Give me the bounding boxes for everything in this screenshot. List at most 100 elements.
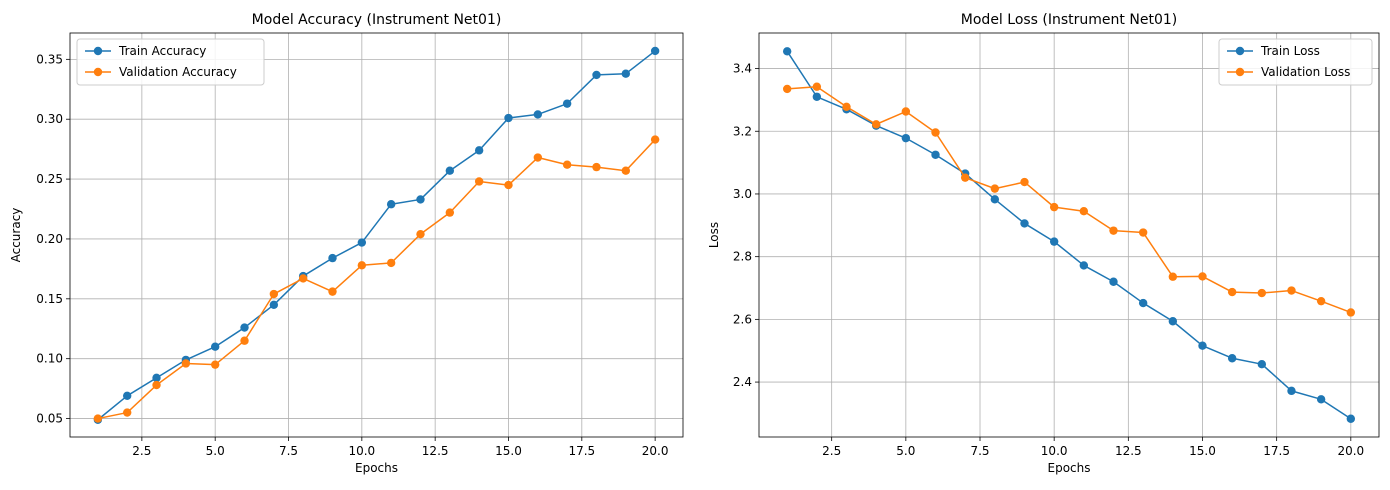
data-point bbox=[122, 408, 132, 417]
data-point bbox=[328, 287, 337, 296]
data-point bbox=[1049, 202, 1059, 212]
data-point bbox=[210, 342, 220, 351]
y-tick-label: 0.15 bbox=[36, 292, 63, 306]
data-point bbox=[812, 92, 822, 101]
data-point bbox=[93, 414, 103, 423]
data-point bbox=[1227, 287, 1237, 297]
data-point bbox=[1287, 386, 1296, 396]
x-tick-label: 7.5 bbox=[279, 444, 298, 458]
legend-label: Validation Loss bbox=[1261, 65, 1350, 79]
data-point bbox=[1346, 308, 1356, 317]
data-point bbox=[1138, 298, 1148, 308]
data-point bbox=[122, 391, 132, 401]
legend-box bbox=[1218, 38, 1373, 86]
y-tick-label: 0.35 bbox=[36, 52, 63, 66]
x-axis-label: Epochs bbox=[1048, 461, 1091, 475]
y-tick-label: 0.30 bbox=[36, 112, 63, 126]
data-point bbox=[1316, 395, 1326, 404]
data-point bbox=[416, 229, 425, 239]
data-point bbox=[1257, 360, 1267, 369]
plot-frame bbox=[758, 32, 1380, 438]
grid bbox=[759, 33, 1379, 437]
data-point bbox=[1138, 228, 1148, 237]
series-line bbox=[97, 50, 656, 421]
data-point bbox=[269, 300, 279, 310]
data-point bbox=[357, 238, 367, 247]
data-point bbox=[357, 261, 367, 270]
y-axis-label: Loss bbox=[707, 222, 721, 248]
data-point bbox=[533, 110, 543, 119]
data-point bbox=[210, 360, 220, 369]
data-point bbox=[240, 336, 249, 345]
x-tick-label: 10.0 bbox=[348, 444, 375, 458]
data-point bbox=[1020, 177, 1029, 187]
y-tick-label: 2.8 bbox=[733, 250, 752, 264]
data-point bbox=[562, 160, 572, 169]
x-tick-label: 15.0 bbox=[1189, 444, 1216, 458]
data-point bbox=[269, 289, 279, 299]
y-axis-label: Accuracy bbox=[9, 208, 23, 263]
data-point bbox=[445, 166, 455, 175]
y-tick-label: 3.2 bbox=[733, 124, 752, 138]
legend-box bbox=[76, 38, 265, 86]
x-tick-label: 20.0 bbox=[1337, 444, 1364, 458]
chart-panel-2: 2.5 5.0 7.5 10.0 12.5 15.0 17.5 20.0 2.4 2.6 2.8 3.… bbox=[707, 12, 1380, 475]
data-point bbox=[782, 47, 792, 56]
legend-swatch-marker bbox=[1235, 67, 1245, 77]
y-tick-label: 0.25 bbox=[36, 172, 63, 186]
data-point bbox=[386, 200, 396, 209]
data-point bbox=[1257, 288, 1267, 298]
data-point bbox=[152, 373, 161, 383]
data-point bbox=[621, 166, 631, 175]
data-point bbox=[1346, 414, 1356, 423]
x-tick-label: 17.5 bbox=[1263, 444, 1290, 458]
y-tick-label: 0.20 bbox=[36, 232, 63, 246]
data-point bbox=[328, 253, 337, 263]
y-tick-label: 2.6 bbox=[733, 312, 752, 326]
x-tick-label: 5.0 bbox=[206, 444, 225, 458]
legend-label: Validation Accuracy bbox=[119, 65, 237, 79]
data-point bbox=[504, 180, 513, 190]
series-1 bbox=[93, 46, 660, 424]
legend-swatch-marker bbox=[1235, 46, 1245, 56]
data-point bbox=[386, 258, 396, 268]
legend: Train Accuracy Validation Accuracy bbox=[76, 38, 265, 86]
grid bbox=[70, 33, 683, 437]
data-point bbox=[621, 69, 631, 78]
legend: Train Loss Validation Loss bbox=[1218, 38, 1373, 86]
data-point bbox=[1109, 226, 1118, 235]
y-tick-label: 3.4 bbox=[733, 62, 752, 76]
x-tick-label: 10.0 bbox=[1041, 444, 1068, 458]
data-point bbox=[533, 153, 543, 162]
chart-title: Model Accuracy (Instrument Net01) bbox=[252, 12, 502, 28]
data-point bbox=[1198, 341, 1207, 350]
data-point bbox=[990, 195, 1000, 204]
data-point bbox=[504, 113, 513, 123]
series-2 bbox=[782, 82, 1356, 317]
x-tick-label: 20.0 bbox=[642, 444, 669, 458]
data-point bbox=[901, 107, 911, 116]
data-point bbox=[1109, 277, 1118, 286]
data-point bbox=[1020, 219, 1029, 228]
data-point bbox=[990, 184, 1000, 193]
data-point bbox=[650, 135, 660, 144]
legend-label: Train Accuracy bbox=[118, 44, 206, 58]
data-point bbox=[474, 177, 484, 186]
data-point bbox=[240, 323, 249, 332]
data-point bbox=[1227, 354, 1237, 363]
series-1 bbox=[782, 47, 1356, 423]
data-point bbox=[592, 70, 601, 80]
data-point bbox=[871, 120, 881, 129]
legend-swatch-marker bbox=[93, 46, 103, 56]
data-point bbox=[181, 359, 191, 368]
x-tick-label: 7.5 bbox=[970, 444, 989, 458]
data-point bbox=[782, 84, 792, 94]
x-tick-label: 2.5 bbox=[822, 444, 841, 458]
y-tick-label: 0.05 bbox=[36, 412, 63, 426]
series-line bbox=[97, 139, 656, 420]
data-point bbox=[445, 208, 455, 217]
x-axis-label: Epochs bbox=[355, 461, 398, 475]
data-point bbox=[1049, 237, 1059, 246]
data-point bbox=[1316, 296, 1326, 306]
data-point bbox=[474, 146, 484, 155]
